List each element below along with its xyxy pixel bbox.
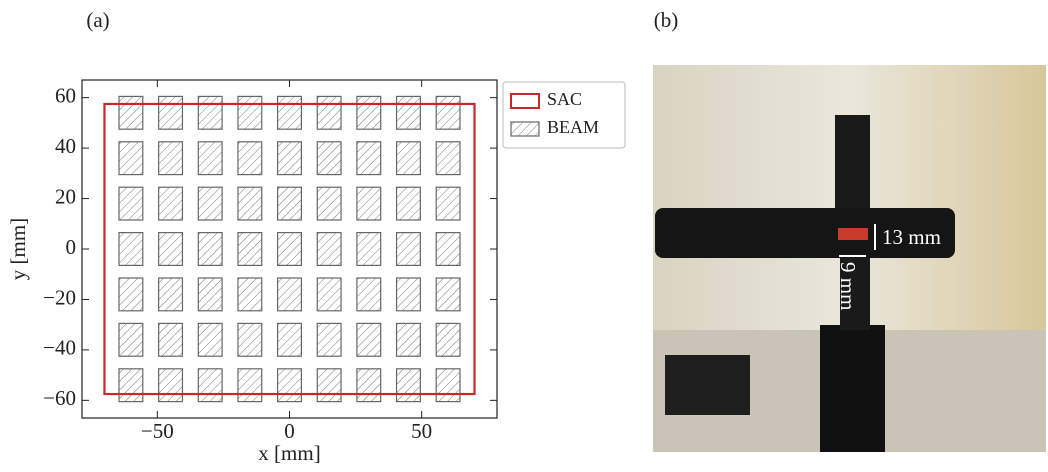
beam-spot xyxy=(357,278,381,311)
beam-spot xyxy=(317,142,341,175)
beam-spot xyxy=(238,323,262,356)
beam-spot xyxy=(238,187,262,220)
beam-spot xyxy=(397,369,421,402)
y-tick-label: −40 xyxy=(43,336,76,360)
beam-spot xyxy=(119,96,143,129)
beam-spot xyxy=(357,187,381,220)
beam-spot xyxy=(159,323,183,356)
y-tick-label: −60 xyxy=(43,386,76,410)
y-tick-label: −20 xyxy=(43,285,76,309)
beam-spot xyxy=(357,323,381,356)
beam-spot xyxy=(119,233,143,266)
beam-spot xyxy=(198,369,222,402)
beam-spot xyxy=(278,142,302,175)
beam-spot xyxy=(397,323,421,356)
beam-spot xyxy=(278,278,302,311)
beam-spot xyxy=(198,142,222,175)
legend-swatch xyxy=(511,122,539,136)
beam-spot xyxy=(397,233,421,266)
legend-label: SAC xyxy=(547,89,582,109)
beam-spot xyxy=(119,323,143,356)
beam-spot xyxy=(159,142,183,175)
beam-spot xyxy=(397,142,421,175)
beam-spot xyxy=(357,233,381,266)
beam-spot xyxy=(119,369,143,402)
x-tick-label: 50 xyxy=(411,419,432,443)
beam-spot xyxy=(278,96,302,129)
x-tick-label: 0 xyxy=(284,419,295,443)
beam-spot xyxy=(198,278,222,311)
y-tick-label: 20 xyxy=(55,184,76,208)
beam-spot xyxy=(119,142,143,175)
y-tick-label: 60 xyxy=(55,83,76,107)
beam-spot xyxy=(159,187,183,220)
photo-object xyxy=(665,355,750,415)
photo-marker xyxy=(838,228,868,240)
annotation: 13 mm xyxy=(882,225,941,249)
y-tick-label: 40 xyxy=(55,134,76,158)
beam-spot xyxy=(238,233,262,266)
beam-spot xyxy=(436,278,460,311)
beam-spot xyxy=(397,278,421,311)
beam-spot xyxy=(278,187,302,220)
page: (a) (b) 13 mm 9 mm −50 0 50 −60 −40 −20 0 20 40 6… xyxy=(0,0,1048,472)
beam-spot xyxy=(317,96,341,129)
beam-spot xyxy=(357,142,381,175)
beam-spot xyxy=(436,96,460,129)
beam-spot xyxy=(238,96,262,129)
x-tick-label: −50 xyxy=(141,419,174,443)
beam-spot xyxy=(159,233,183,266)
photo: 13 mm 9 mm xyxy=(653,65,1046,452)
annotation: 9 mm xyxy=(836,262,860,310)
beam-spot xyxy=(357,96,381,129)
beam-spot xyxy=(436,323,460,356)
y-axis-label: y [mm] xyxy=(6,218,30,280)
plot: −50 0 50 −60 −40 −20 0 20 40 60 x [mm] y [mm] SAC BEA… xyxy=(6,80,625,465)
beam-spot xyxy=(238,369,262,402)
beam-spot xyxy=(238,142,262,175)
legend-label: BEAM xyxy=(547,117,599,137)
y-tick-label: 0 xyxy=(66,235,77,259)
panel-label: (a) xyxy=(86,8,109,32)
beam-spot xyxy=(317,323,341,356)
beam-spot xyxy=(436,187,460,220)
photo-pole xyxy=(820,325,885,452)
beam-spot xyxy=(119,187,143,220)
beam-spot xyxy=(159,278,183,311)
beam-spot xyxy=(317,233,341,266)
figure: (a) (b) 13 mm 9 mm −50 0 50 −60 −40 −20 0 20 40 6… xyxy=(0,0,1048,467)
beam-spot xyxy=(436,142,460,175)
beam-spot xyxy=(436,233,460,266)
beam-spot xyxy=(278,369,302,402)
beam-spot xyxy=(159,96,183,129)
beam-spot xyxy=(317,369,341,402)
beam-spot xyxy=(278,233,302,266)
beam-spot xyxy=(397,96,421,129)
beam-spot xyxy=(436,369,460,402)
beam-spot xyxy=(159,369,183,402)
beam-spot xyxy=(397,187,421,220)
beam-spot xyxy=(357,369,381,402)
beam-spot xyxy=(198,323,222,356)
beam-spot xyxy=(317,278,341,311)
beam-spot xyxy=(198,96,222,129)
beam-spot xyxy=(238,278,262,311)
beam-spot xyxy=(198,233,222,266)
beam-spot xyxy=(198,187,222,220)
beam-spot xyxy=(119,278,143,311)
beam-spot xyxy=(317,187,341,220)
beam-spot xyxy=(278,323,302,356)
panel-label: (b) xyxy=(654,8,679,32)
x-axis-label: x [mm] xyxy=(258,441,320,465)
